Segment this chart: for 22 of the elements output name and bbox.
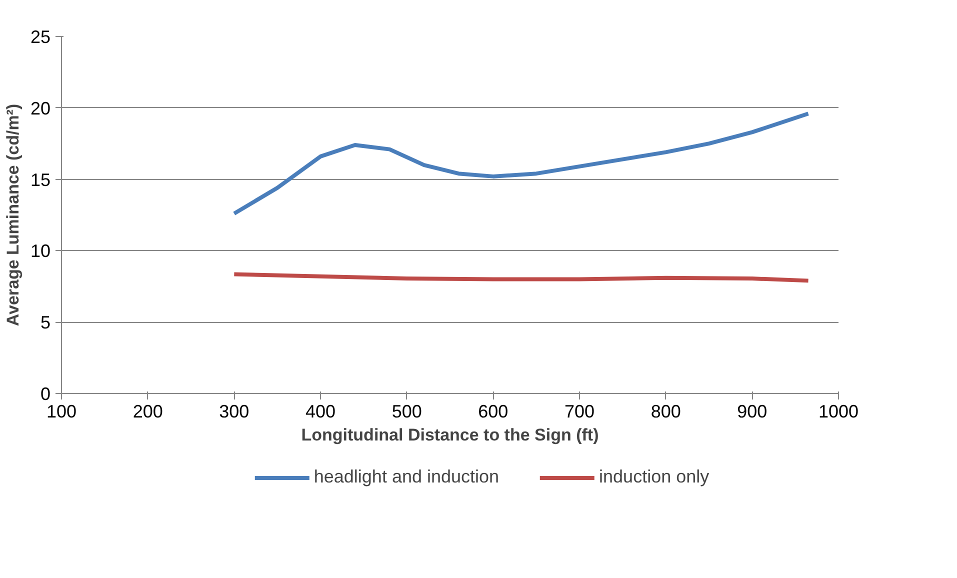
x-tick-label: 400 xyxy=(305,402,336,422)
y-tick-label: 25 xyxy=(30,27,51,47)
y-tick-label: 5 xyxy=(40,312,51,333)
x-tick-label: 1000 xyxy=(818,402,859,422)
y-tick-label: 20 xyxy=(30,98,51,118)
x-tick-label: 800 xyxy=(650,402,681,422)
y-tick-label: 10 xyxy=(30,241,51,262)
x-tick-label: 500 xyxy=(392,402,422,422)
line-series xyxy=(232,112,810,216)
x-tick-label: 600 xyxy=(478,402,508,422)
x-tick-label: 900 xyxy=(737,402,768,422)
y-axis-title: Average Luminance (cd/m²) xyxy=(3,104,22,326)
x-tick-label: 100 xyxy=(46,402,77,422)
legend-label: induction only xyxy=(599,466,710,488)
x-tick-label: 300 xyxy=(219,402,250,422)
legend-label: headlight and induction xyxy=(314,466,500,488)
x-axis-title: Longitudinal Distance to the Sign (ft) xyxy=(301,426,599,444)
x-tick-label: 700 xyxy=(564,402,595,422)
y-tick-label: 15 xyxy=(30,170,51,190)
y-tick-label: 0 xyxy=(40,384,51,404)
x-tick-label: 200 xyxy=(132,402,163,422)
line-series xyxy=(232,272,810,283)
